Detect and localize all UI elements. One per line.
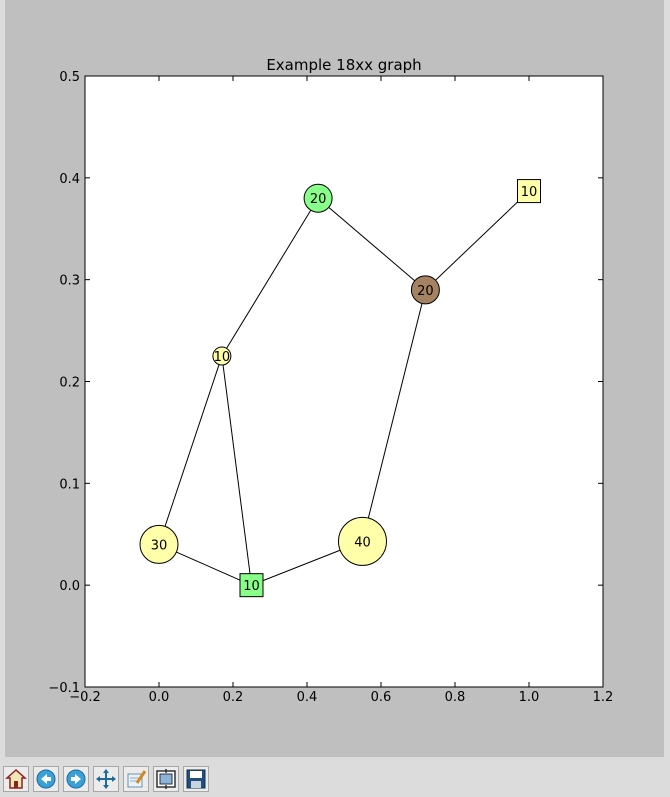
back-arrow-icon xyxy=(36,769,56,789)
zoom-button[interactable] xyxy=(123,766,149,792)
graph-node-label: 30 xyxy=(151,538,168,553)
home-icon xyxy=(5,768,27,789)
y-tick-label: 0.4 xyxy=(59,172,80,187)
graph-node-circle xyxy=(212,346,232,366)
x-tick-label: 0.4 xyxy=(297,690,318,705)
graph-edge xyxy=(317,197,426,291)
graph-node-label: 10 xyxy=(521,185,538,200)
y-tick-label: 0.5 xyxy=(59,70,80,85)
chart-title: Example 18xx graph xyxy=(266,56,421,74)
pan-button[interactable] xyxy=(93,766,119,792)
graph-edge xyxy=(158,355,223,545)
graph-node-circle xyxy=(338,516,387,566)
y-tick-label: −0.1 xyxy=(48,681,80,696)
forward-arrow-icon xyxy=(66,769,86,789)
subplots-config-icon xyxy=(156,769,176,789)
x-tick-label: 1.2 xyxy=(593,690,614,705)
zoom-rect-icon xyxy=(127,770,147,788)
graph-edge xyxy=(362,289,426,542)
home-button[interactable] xyxy=(3,766,29,792)
y-tick-label: 0.1 xyxy=(59,477,80,492)
graph-edge xyxy=(221,197,319,357)
graph-node-square xyxy=(239,573,264,598)
graph-node-label: 20 xyxy=(310,192,327,207)
chart-svg: Example 18xx graph −0.2 0.0 0.2 0.4 0.6 0.8 1.0… xyxy=(48,56,614,705)
subplots-button[interactable] xyxy=(153,766,179,792)
graph-node-label: 40 xyxy=(354,535,371,550)
pan-move-icon xyxy=(96,769,116,789)
graph-node-circle xyxy=(410,275,440,305)
graph-node-square xyxy=(517,179,541,204)
x-tick-label: 0.8 xyxy=(445,690,466,705)
back-button[interactable] xyxy=(33,766,59,792)
save-floppy-icon xyxy=(186,769,206,789)
x-tick-label: 1.0 xyxy=(519,690,540,705)
graph-node-circle xyxy=(139,524,179,564)
forward-button[interactable] xyxy=(63,766,89,792)
graph-node-label: 10 xyxy=(214,350,231,365)
y-tick-label: 0.3 xyxy=(59,274,80,289)
graph-node-label: 10 xyxy=(243,579,260,594)
y-tick-label: 0.2 xyxy=(59,376,80,391)
x-tick-label: 0.2 xyxy=(223,690,244,705)
graph-node-label: 20 xyxy=(417,284,434,299)
graph-node-circle xyxy=(303,183,333,213)
axes-frame xyxy=(84,75,604,688)
x-tick-label: 0.6 xyxy=(371,690,392,705)
x-tick-label: 0.0 xyxy=(149,690,170,705)
x-tick-label: −0.2 xyxy=(69,690,101,705)
graph-edge xyxy=(425,190,530,291)
save-button[interactable] xyxy=(183,766,209,792)
y-tick-label: 0.0 xyxy=(59,579,80,594)
graph-edge xyxy=(221,355,252,586)
navigation-toolbar xyxy=(0,762,670,797)
